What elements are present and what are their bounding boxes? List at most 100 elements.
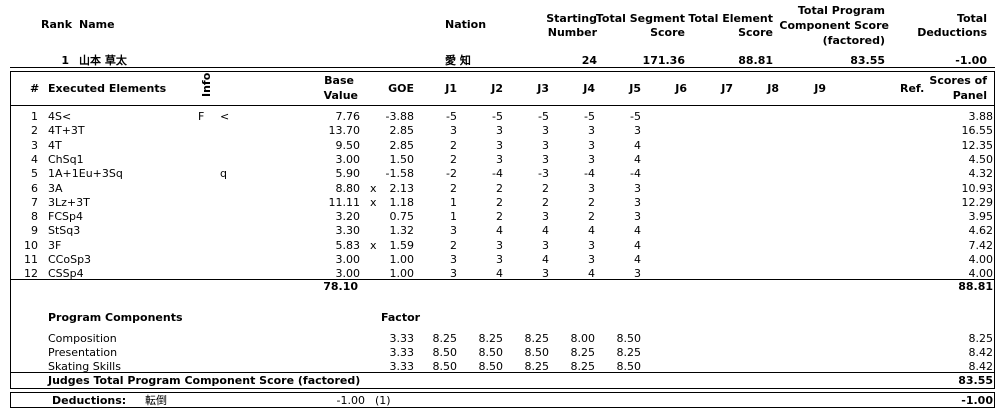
element-base-value: 3.00 (335, 152, 361, 166)
element-judge-2: 3 (496, 124, 503, 138)
element-num: 3 (31, 138, 38, 152)
skater-nation: 愛 知 (445, 54, 471, 67)
element-num: 10 (24, 238, 38, 252)
element-judge-2: 3 (496, 138, 503, 152)
element-goe: 0.75 (389, 210, 415, 224)
ref-header: Ref. (900, 82, 925, 95)
component-factor: 3.33 (389, 332, 415, 345)
tes-header-2: Score (738, 26, 773, 39)
skater-tes: 88.81 (738, 54, 773, 67)
element-score: 10.93 (961, 181, 994, 195)
component-name: Presentation (48, 346, 118, 359)
element-base-value: 8.80 (335, 181, 361, 195)
components-factor-header: Factor (381, 311, 421, 324)
pcs-header-1: Total Program (797, 4, 885, 17)
element-num: 7 (31, 195, 38, 209)
header-separator (10, 67, 995, 68)
component-name: Composition (48, 332, 117, 345)
element-goe: 1.18 (389, 195, 415, 209)
component-judge-3: 8.25 (524, 360, 550, 373)
component-judge-5: 8.25 (616, 346, 642, 359)
element-name: 4T (48, 138, 62, 152)
element-judge-1: 2 (450, 181, 457, 195)
judge-header-9: J9 (814, 82, 826, 95)
elements-total-separator (10, 279, 995, 280)
element-base-value: 11.11 (328, 195, 361, 209)
element-judge-2: -5 (492, 110, 503, 123)
element-judge-5: 3 (634, 181, 641, 195)
element-judge-3: 3 (542, 138, 549, 152)
component-judge-4: 8.00 (570, 332, 596, 345)
element-judge-4: 3 (588, 138, 595, 152)
element-judge-2: 4 (496, 267, 503, 281)
element-judge-5: -4 (630, 167, 641, 181)
skater-tss: 171.36 (642, 54, 685, 67)
pcs-total-value: 83.55 (958, 374, 993, 387)
pcs-total-separator (10, 372, 995, 373)
component-factor: 3.33 (389, 346, 415, 359)
judge-header-5: J5 (629, 82, 641, 95)
element-judge-4: 2 (588, 195, 595, 209)
components-title: Program Components (48, 311, 183, 324)
deductions-header-1: Total (956, 12, 987, 25)
element-info-2: q (220, 167, 227, 181)
element-judge-1: 2 (450, 138, 457, 152)
element-judge-5: 4 (634, 253, 641, 266)
deductions-bottom-border (10, 407, 995, 408)
skater-deductions: -1.00 (955, 54, 987, 67)
element-score: 4.00 (968, 253, 994, 266)
judge-header-7: J7 (721, 82, 733, 95)
tss-header-1: Total Segment (595, 12, 685, 25)
component-name: Skating Skills (48, 360, 121, 373)
element-num: 11 (24, 253, 38, 266)
element-base-value: 9.50 (335, 138, 361, 152)
component-score: 8.42 (968, 346, 994, 359)
element-judge-3: 4 (542, 224, 549, 238)
goe-header: GOE (388, 82, 414, 95)
elements-header-separator (10, 105, 995, 106)
element-judge-3: 3 (542, 124, 549, 138)
element-num: 2 (31, 124, 38, 138)
element-judge-5: 3 (634, 267, 641, 281)
element-judge-4: 3 (588, 253, 595, 266)
element-goe: 1.00 (389, 253, 415, 266)
element-score: 7.42 (968, 238, 994, 252)
deductions-total: -1.00 (961, 394, 993, 407)
info-header: Info (200, 72, 213, 97)
element-judge-5: 4 (634, 224, 641, 238)
element-judge-4: 3 (588, 124, 595, 138)
elements-score-total: 88.81 (958, 280, 993, 293)
element-judge-1: -2 (446, 167, 457, 181)
element-info-2: < (220, 110, 230, 123)
element-name: 4T+3T (48, 124, 85, 138)
name-header: Name (79, 18, 115, 31)
num-header: # (30, 82, 40, 95)
element-score: 3.88 (968, 110, 994, 123)
element-x-marker: x (370, 195, 377, 209)
component-judge-1: 8.50 (432, 360, 458, 373)
element-judge-4: 4 (588, 267, 595, 281)
element-judge-4: 4 (588, 224, 595, 238)
tes-header-1: Total Element (688, 12, 773, 25)
judge-header-6: J6 (675, 82, 687, 95)
element-judge-1: 3 (450, 124, 457, 138)
scores-header-1: Scores of (929, 74, 987, 87)
pcs-header-2: Component Score (779, 19, 889, 32)
element-judge-3: 3 (542, 267, 549, 281)
component-score: 8.25 (968, 332, 994, 345)
element-judge-4: 3 (588, 238, 595, 252)
base-value-total: 78.10 (323, 280, 358, 293)
element-judge-2: 2 (496, 181, 503, 195)
element-x-marker: x (370, 181, 377, 195)
element-num: 12 (24, 267, 38, 281)
element-base-value: 7.76 (335, 110, 361, 123)
element-judge-5: 3 (634, 210, 641, 224)
component-judge-3: 8.25 (524, 332, 550, 345)
element-judge-5: 4 (634, 152, 641, 166)
element-score: 16.55 (961, 124, 994, 138)
component-judge-2: 8.50 (478, 346, 504, 359)
table-left-border (10, 71, 11, 389)
deductions-left-border (10, 392, 11, 408)
deductions-header-2: Deductions (917, 26, 987, 39)
skater-rank: 1 (61, 54, 69, 67)
